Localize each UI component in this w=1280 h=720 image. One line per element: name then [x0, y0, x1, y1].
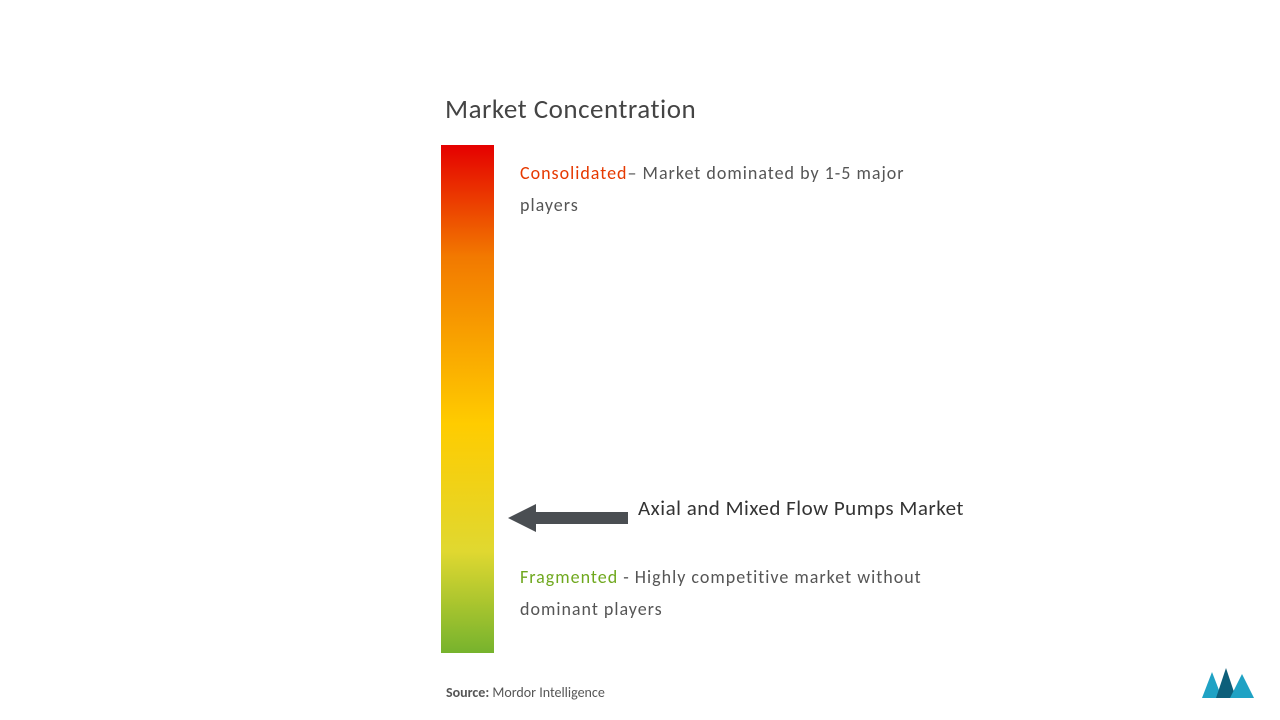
fragmented-label: Fragmented [520, 566, 618, 588]
consolidated-description: Consolidated– Market dominated by 1-5 ma… [520, 158, 950, 221]
fragmented-description: Fragmented - Highly competitive market w… [520, 562, 980, 625]
arrow-left-icon [508, 500, 628, 536]
source-attribution: Source: Mordor Intelligence [446, 684, 605, 701]
chart-title: Market Concentration [445, 93, 696, 126]
source-value: Mordor Intelligence [492, 684, 604, 701]
source-label: Source: [446, 684, 489, 701]
market-name-label: Axial and Mixed Flow Pumps Market [638, 494, 998, 522]
market-position-arrow [508, 500, 628, 536]
mordor-logo-icon [1196, 664, 1260, 700]
consolidated-label: Consolidated [520, 162, 628, 184]
concentration-gradient-bar [441, 145, 494, 653]
